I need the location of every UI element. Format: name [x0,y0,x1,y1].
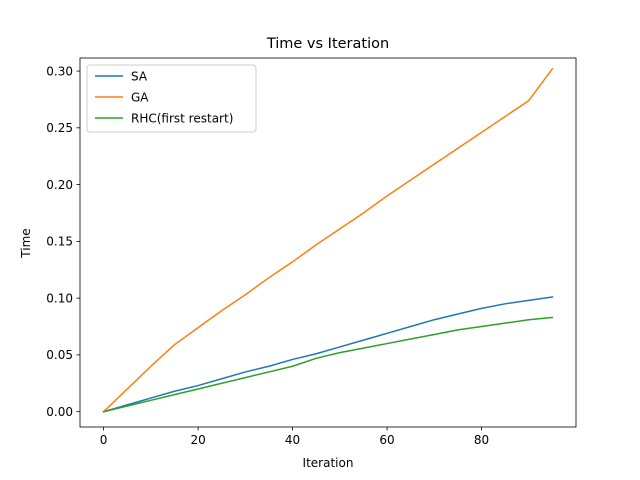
series-line-2 [102,316,554,413]
y-tick-label: 0.15 [46,235,73,249]
y-tick-label: 0.20 [46,178,73,192]
x-tick-label: 0 [100,433,108,447]
x-axis: 0 20 40 60 80 [100,427,489,447]
legend-label-2: RHC(first restart) [131,111,233,125]
x-tick-label: 60 [379,433,394,447]
chart-title: Time vs Iteration [266,36,389,52]
legend-label-1: GA [131,90,149,104]
y-tick-label: 0.10 [46,291,73,305]
series-line-1 [102,67,554,413]
x-tick-label: 80 [474,433,489,447]
y-axis: 0.00 0.05 0.10 0.15 0.20 0.25 0.30 [46,64,80,419]
y-axis-label: Time [19,228,33,258]
x-tick-label: 40 [285,433,300,447]
x-tick-label: 20 [190,433,205,447]
legend: SA GA RHC(first restart) [86,64,257,133]
x-axis-label: Iteration [303,456,354,470]
y-tick-label: 0.25 [46,121,73,135]
y-tick-label: 0.30 [46,64,73,78]
axes-frame [79,57,577,428]
series-line-0 [102,296,554,413]
legend-label-0: SA [131,69,148,83]
y-tick-label: 0.05 [46,348,73,362]
plot-area [79,57,577,428]
legend-box [86,64,257,133]
y-tick-label: 0.00 [46,405,73,419]
